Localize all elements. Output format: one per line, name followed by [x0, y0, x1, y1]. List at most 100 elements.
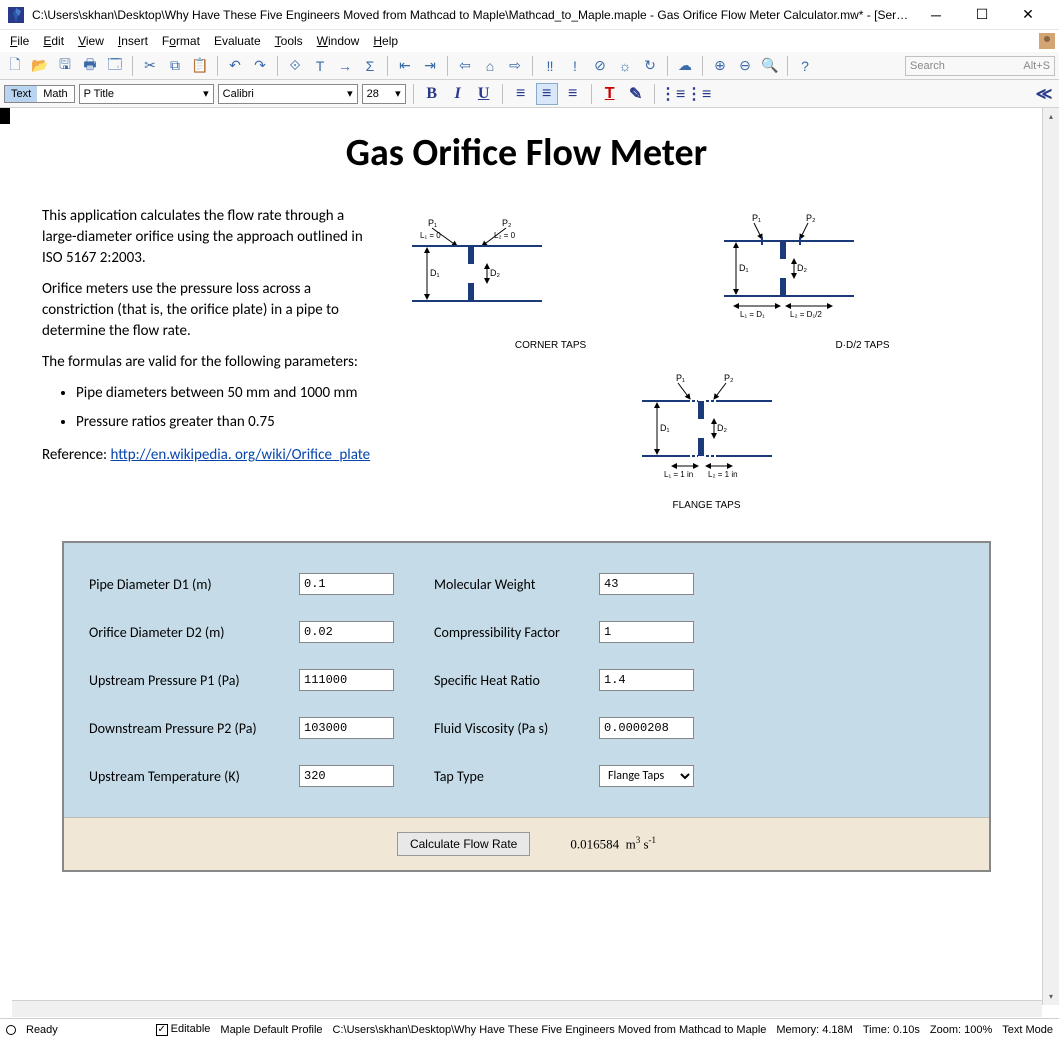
redo-icon[interactable]: ↷ [249, 55, 271, 77]
svg-text:L₁ = D₁: L₁ = D₁ [740, 310, 765, 319]
close-button[interactable]: ✕ [1005, 0, 1051, 30]
math-icon[interactable]: → [334, 55, 356, 77]
svg-text:L₂ = 1 in: L₂ = 1 in [708, 470, 738, 479]
paste-icon[interactable]: 📋 [189, 55, 211, 77]
main-toolbar: 🗋 📂 🖫 🖶 🗔 ✂ ⧉ 📋 ↶ ↷ ⟐ T → Σ ⇤ ⇥ ⇦ ⌂ ⇨ ‼ … [0, 52, 1059, 80]
input-up-p1[interactable] [299, 669, 394, 691]
diagram-dd2-label: D·D/2 TAPS [714, 340, 1011, 351]
copy-icon[interactable]: ⧉ [164, 55, 186, 77]
underline-button[interactable]: U [473, 83, 495, 105]
cut-icon[interactable]: ✂ [139, 55, 161, 77]
menu-file[interactable]: File [4, 32, 35, 50]
mode-math-button[interactable]: Math [37, 86, 73, 102]
font-size-select[interactable]: 28▾ [362, 84, 406, 104]
back-icon[interactable]: ⇦ [454, 55, 476, 77]
input-up-temp[interactable] [299, 765, 394, 787]
input-down-p2[interactable] [299, 717, 394, 739]
zoom-in-icon[interactable]: ⊕ [709, 55, 731, 77]
print-icon[interactable]: 🖶 [79, 55, 101, 77]
italic-button[interactable]: I [447, 83, 469, 105]
svg-text:L₁ = 1 in: L₁ = 1 in [664, 470, 693, 479]
zoom-fit-icon[interactable]: 🔍 [759, 55, 781, 77]
menu-tools[interactable]: Tools [269, 32, 309, 50]
horizontal-scrollbar[interactable] [12, 1000, 1042, 1017]
label-tap-type: Tap Type [434, 768, 599, 785]
select-tap-type[interactable]: Flange Taps [599, 765, 694, 787]
diagrams-area: P₁P₂ L₁ = 0L₂ = 0 D₁ D₂ [402, 206, 1011, 511]
align-left-button[interactable]: ≡ [510, 83, 532, 105]
forward-icon[interactable]: ⇨ [504, 55, 526, 77]
svg-text:P₁: P₁ [752, 213, 761, 223]
debug-icon[interactable]: ☼ [614, 55, 636, 77]
menu-format[interactable]: Format [156, 32, 206, 50]
calculate-button[interactable]: Calculate Flow Rate [397, 832, 530, 856]
page-title: Gas Orifice Flow Meter [12, 130, 1041, 176]
align-center-button[interactable]: ≡ [536, 83, 558, 105]
input-visc[interactable] [599, 717, 694, 739]
exec-icon[interactable]: ! [564, 55, 586, 77]
highlight-button[interactable]: ✎ [625, 83, 647, 105]
minimize-button[interactable]: ─ [913, 0, 959, 30]
intro-li2: Pressure ratios greater than 0.75 [76, 412, 382, 433]
save-icon[interactable]: 🖫 [54, 55, 76, 77]
align-right-button[interactable]: ≡ [562, 83, 584, 105]
status-mode: Text Mode [1002, 1024, 1053, 1036]
left-panel-handle[interactable]: ▸ [0, 108, 10, 124]
input-panel: Pipe Diameter D1 (m) Molecular Weight Or… [62, 541, 991, 872]
sigma-icon[interactable]: Σ [359, 55, 381, 77]
new-icon[interactable]: 🗋 [4, 55, 26, 77]
mode-text-button[interactable]: Text [5, 86, 37, 102]
stop-icon[interactable]: ⊘ [589, 55, 611, 77]
outdent-icon[interactable]: ⇤ [394, 55, 416, 77]
status-indicator-icon [6, 1025, 16, 1035]
restart-icon[interactable]: ↻ [639, 55, 661, 77]
text-icon[interactable]: T [309, 55, 331, 77]
input-shr[interactable] [599, 669, 694, 691]
plot-icon[interactable]: ⟐ [284, 55, 306, 77]
number-list-button[interactable]: ⋮≡ [688, 83, 710, 105]
cloud-icon[interactable]: ☁ [674, 55, 696, 77]
corner-user-icon [1039, 33, 1055, 49]
menu-view[interactable]: View [72, 32, 110, 50]
input-pipe-d1[interactable] [299, 573, 394, 595]
indent-icon[interactable]: ⇥ [419, 55, 441, 77]
bold-button[interactable]: B [421, 83, 443, 105]
input-mol-wt[interactable] [599, 573, 694, 595]
svg-text:P₂: P₂ [806, 213, 816, 223]
input-comp[interactable] [599, 621, 694, 643]
label-shr: Specific Heat Ratio [434, 672, 599, 689]
input-orifice-d2[interactable] [299, 621, 394, 643]
text-color-button[interactable]: T [599, 83, 621, 105]
undo-icon[interactable]: ↶ [224, 55, 246, 77]
zoom-out-icon[interactable]: ⊖ [734, 55, 756, 77]
paragraph-style-select[interactable]: P Title▾ [79, 84, 214, 104]
reference-link[interactable]: http://en.wikipedia. org/wiki/Orifice_pl… [110, 446, 370, 464]
vertical-scrollbar[interactable] [1042, 108, 1059, 1005]
exec-all-icon[interactable]: ‼ [539, 55, 561, 77]
font-select[interactable]: Calibri▾ [218, 84, 358, 104]
bullet-list-button[interactable]: ⋮≡ [662, 83, 684, 105]
collapse-icon[interactable]: ≪ [1033, 83, 1055, 105]
intro-p1: This application calculates the flow rat… [42, 206, 382, 269]
menu-window[interactable]: Window [311, 32, 366, 50]
menu-help[interactable]: Help [367, 32, 404, 50]
svg-text:D₂: D₂ [717, 423, 727, 433]
label-down-p2: Downstream Pressure P2 (Pa) [89, 720, 299, 737]
intro-li1: Pipe diameters between 50 mm and 1000 mm [76, 383, 382, 404]
search-input[interactable]: SearchAlt+S [905, 56, 1055, 76]
svg-text:P₂: P₂ [724, 373, 734, 383]
open-icon[interactable]: 📂 [29, 55, 51, 77]
preview-icon[interactable]: 🗔 [104, 55, 126, 77]
menu-insert[interactable]: Insert [112, 32, 154, 50]
status-bar: Ready ✓Editable Maple Default Profile C:… [0, 1018, 1059, 1040]
menu-evaluate[interactable]: Evaluate [208, 32, 267, 50]
window-title: C:\Users\skhan\Desktop\Why Have These Fi… [32, 8, 913, 22]
svg-text:P₁: P₁ [428, 218, 437, 228]
menu-edit[interactable]: Edit [37, 32, 70, 50]
help-icon[interactable]: ? [794, 55, 816, 77]
menu-bar: File Edit View Insert Format Evaluate To… [0, 30, 1059, 52]
maximize-button[interactable]: ☐ [959, 0, 1005, 30]
diagram-flange-taps: P₁P₂ [632, 366, 782, 496]
status-path: C:\Users\skhan\Desktop\Why Have These Fi… [333, 1024, 767, 1036]
home-icon[interactable]: ⌂ [479, 55, 501, 77]
